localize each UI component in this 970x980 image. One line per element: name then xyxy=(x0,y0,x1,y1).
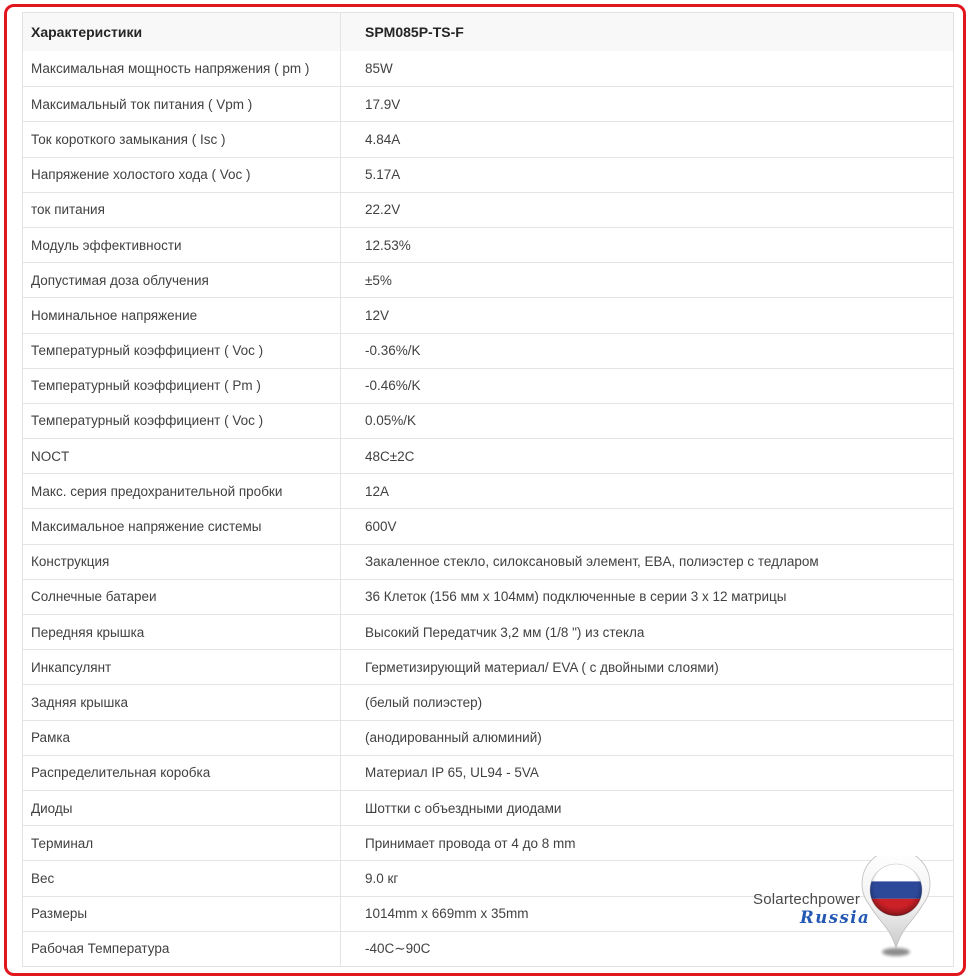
spec-value: Высокий Передатчик 3,2 мм (1/8 ") из сте… xyxy=(365,624,645,640)
spec-value: Принимает провода от 4 до 8 mm xyxy=(365,835,576,851)
spec-label: Конструкция xyxy=(23,544,341,579)
spec-value: 36 Клеток (156 мм x 104мм) подключенные … xyxy=(365,589,787,605)
spec-label: Размеры xyxy=(23,896,341,931)
spec-label: Рамка xyxy=(23,720,341,755)
spec-label: Температурный коэффициент ( Voc ) xyxy=(23,333,341,368)
spec-value: ±5% xyxy=(365,272,392,288)
table-row: Ток короткого замыкания ( Isc ) 4.84A xyxy=(23,121,953,157)
table-row: Распределительная коробка Материал IP 65… xyxy=(23,754,953,790)
spec-label: Номинальное напряжение xyxy=(23,298,341,333)
spec-label: Диоды xyxy=(23,790,341,826)
spec-label: Допустимая доза облучения xyxy=(23,263,341,298)
spec-label: Максимальный ток питания ( Vpm ) xyxy=(23,87,341,122)
column-header-model: SPM085P-TS-F xyxy=(365,24,464,40)
spec-value: 9.0 кг xyxy=(365,870,399,886)
spec-value: -40C∼90C xyxy=(365,940,431,956)
spec-value: 22.2V xyxy=(365,202,401,218)
table-row: NOCT 48C±2C xyxy=(23,438,953,474)
column-header-characteristics: Характеристики xyxy=(23,13,341,51)
brand-name: Solartechpower xyxy=(753,891,861,908)
table-row: Размеры 1014mm x 669mm x 35mm xyxy=(23,895,953,931)
table-row: Задняя крышка (белый полиэстер) xyxy=(23,684,953,720)
spec-value: 12A xyxy=(365,483,390,499)
spec-label: Макс. серия предохранительной пробки xyxy=(23,474,341,509)
table-row: Инкапсулянт Герметизирующий материал/ EV… xyxy=(23,649,953,685)
table-row: Солнечные батареи 36 Клеток (156 мм x 10… xyxy=(23,578,953,614)
spec-value: Шоттки с объездными диодами xyxy=(365,800,562,816)
spec-label: Вес xyxy=(23,861,341,896)
spec-value: 5.17A xyxy=(365,167,401,183)
spec-value: 48C±2C xyxy=(365,448,415,464)
spec-table: Характеристики SPM085P-TS-F Максимальная… xyxy=(22,12,954,967)
spec-label: NOCT xyxy=(23,439,341,474)
spec-value: Материал IP 65, UL94 - 5VA xyxy=(365,765,539,781)
spec-value: (анодированный алюминий) xyxy=(365,730,542,746)
table-row: Макс. серия предохранительной пробки 12A xyxy=(23,473,953,509)
table-row: Допустимая доза облучения ±5% xyxy=(23,262,953,298)
table-header-row: Характеристики SPM085P-TS-F xyxy=(23,13,953,51)
table-row: Рабочая Температура -40C∼90C xyxy=(23,930,953,966)
spec-value: Герметизирующий материал/ EVA ( с двойны… xyxy=(365,659,719,675)
spec-label: Температурный коэффициент ( Pm ) xyxy=(23,368,341,403)
table-row: Температурный коэффициент ( Voc ) 0.05%/… xyxy=(23,402,953,439)
spec-label: Инкапсулянт xyxy=(23,650,341,685)
spec-label: Ток короткого замыкания ( Isc ) xyxy=(23,122,341,157)
table-row: Максимальная мощность напряжения ( pm ) … xyxy=(23,51,953,87)
table-row: Вес 9.0 кг xyxy=(23,860,953,896)
table-body: Максимальная мощность напряжения ( pm ) … xyxy=(23,51,953,966)
table-row: Напряжение холостого хода ( Voc ) 5.17A xyxy=(23,156,953,192)
spec-value: 17.9V xyxy=(365,96,401,112)
spec-value: 0.05%/K xyxy=(365,413,417,429)
table-row: Максимальный ток питания ( Vpm ) 17.9V xyxy=(23,86,953,122)
table-row: Диоды Шоттки с объездными диодами xyxy=(23,789,953,826)
table-row: Номинальное напряжение 12V xyxy=(23,297,953,333)
brand-logo: Solartechpower Russia xyxy=(745,856,955,975)
spec-label: Терминал xyxy=(23,826,341,861)
spec-label: Максимальное напряжение системы xyxy=(23,509,341,544)
spec-value: 4.84A xyxy=(365,131,401,147)
spec-value: Закаленное стекло, силоксановый элемент,… xyxy=(365,554,819,570)
spec-label: ток питания xyxy=(23,192,341,227)
table-row: Передняя крышка Высокий Передатчик 3,2 м… xyxy=(23,614,953,650)
table-row: Температурный коэффициент ( Pm ) -0.46%/… xyxy=(23,367,953,403)
spec-value: 12.53% xyxy=(365,237,411,253)
spec-value: 12V xyxy=(365,307,390,323)
russia-flag-map-pin-icon xyxy=(861,856,931,956)
spec-label: Рабочая Температура xyxy=(23,931,341,966)
spec-label: Модуль эффективности xyxy=(23,227,341,263)
spec-value: 85W xyxy=(365,61,393,77)
spec-value: (белый полиэстер) xyxy=(365,694,483,710)
spec-label: Максимальная мощность напряжения ( pm ) xyxy=(23,51,341,87)
table-row: Температурный коэффициент ( Voc ) -0.36%… xyxy=(23,332,953,368)
spec-label: Температурный коэффициент ( Voc ) xyxy=(23,403,341,439)
table-row: Модуль эффективности 12.53% xyxy=(23,226,953,263)
spec-label: Распределительная коробка xyxy=(23,755,341,790)
spec-value: 1014mm x 669mm x 35mm xyxy=(365,906,529,922)
table-row: ток питания 22.2V xyxy=(23,191,953,227)
spec-label: Задняя крышка xyxy=(23,685,341,720)
brand-country: Russia xyxy=(800,908,871,927)
spec-label: Напряжение холостого хода ( Voc ) xyxy=(23,157,341,192)
spec-value: -0.46%/K xyxy=(365,378,421,394)
table-row: Максимальное напряжение системы 600V xyxy=(23,508,953,544)
table-row: Конструкция Закаленное стекло, силоксано… xyxy=(23,543,953,579)
table-row: Терминал Принимает провода от 4 до 8 mm xyxy=(23,825,953,861)
spec-label: Передняя крышка xyxy=(23,615,341,650)
spec-value: 600V xyxy=(365,519,397,535)
table-row: Рамка (анодированный алюминий) xyxy=(23,719,953,755)
spec-value: -0.36%/K xyxy=(365,343,421,359)
spec-label: Солнечные батареи xyxy=(23,579,341,614)
